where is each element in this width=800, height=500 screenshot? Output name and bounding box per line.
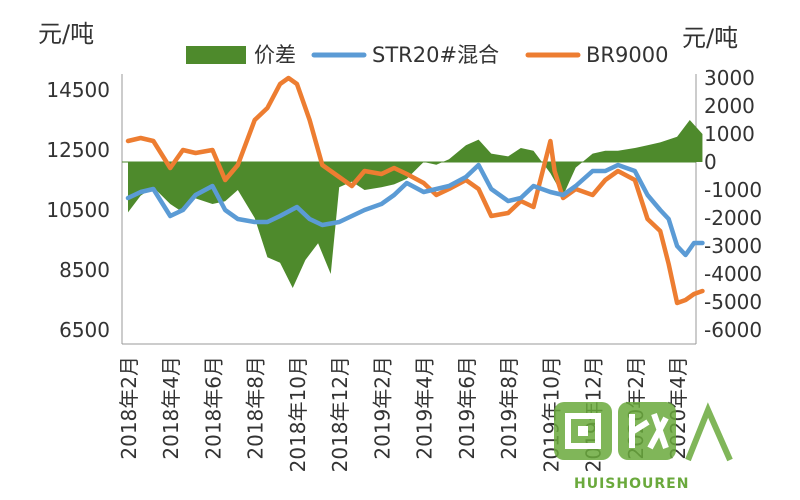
- x-tick-label: 2018年10月: [286, 356, 310, 472]
- x-tick-label: 2018年6月: [201, 356, 225, 460]
- right-tick-label: 1000: [704, 122, 755, 146]
- x-tick-label: 2018年8月: [244, 356, 268, 460]
- left-tick-label: 8500: [59, 258, 110, 282]
- x-tick-label: 2018年4月: [159, 356, 183, 460]
- right-axis-unit: 元/吨: [682, 24, 739, 52]
- x-tick-label: 2018年12月: [328, 356, 352, 472]
- spread-area: [128, 120, 703, 288]
- right-tick-label: -2000: [704, 206, 762, 230]
- left-tick-label: 6500: [59, 318, 110, 342]
- watermark-logo: [554, 402, 733, 462]
- right-tick-label: -3000: [704, 234, 762, 258]
- legend-br9000-label: BR9000: [586, 43, 668, 67]
- right-tick-label: 2000: [704, 94, 755, 118]
- right-tick-label: -5000: [704, 290, 762, 314]
- legend-str20-label: STR20#混合: [372, 43, 499, 67]
- x-tick-label: 2019年8月: [497, 356, 521, 460]
- legend-spread-swatch: [186, 46, 246, 64]
- right-tick-label: 0: [704, 150, 717, 174]
- left-tick-label: 12500: [46, 138, 110, 162]
- right-tick-label: -4000: [704, 262, 762, 286]
- right-tick-label: -6000: [704, 318, 762, 342]
- legend-spread-label: 价差: [254, 43, 296, 67]
- x-tick-label: 2019年2月: [370, 356, 394, 460]
- left-tick-label: 14500: [46, 78, 110, 102]
- left-axis-unit: 元/吨: [38, 20, 95, 48]
- x-tick-label: 2019年4月: [413, 356, 437, 460]
- watermark-text: HUISHOUREN: [574, 476, 690, 492]
- right-tick-label: -1000: [704, 178, 762, 202]
- str20-line: [125, 162, 705, 258]
- left-tick-label: 10500: [46, 198, 110, 222]
- x-tick-label: 2018年2月: [117, 356, 141, 460]
- x-tick-label: 2019年6月: [455, 356, 479, 460]
- right-tick-label: 3000: [704, 66, 755, 90]
